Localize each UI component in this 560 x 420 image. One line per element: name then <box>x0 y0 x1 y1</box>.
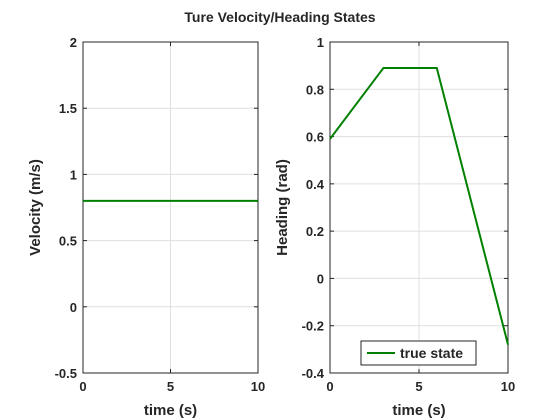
heading-series-line-0 <box>329 67 509 345</box>
figure-title: Ture Velocity/Heading States <box>184 9 375 25</box>
heading-ytick-label-0: -0.4 <box>302 366 325 381</box>
velocity-ytick-label-5: 2 <box>70 35 77 50</box>
heading-ytick-label-7: 1 <box>317 35 324 50</box>
heading-xtick-label-0: 0 <box>326 379 333 394</box>
velocity-xlabel: time (s) <box>144 402 197 419</box>
velocity-ytick-label-1: 0 <box>70 300 77 315</box>
heading-ytick-label-4: 0.4 <box>306 177 325 192</box>
heading-legend-label: true state <box>400 345 463 361</box>
heading-ytick-label-2: 0 <box>317 271 324 286</box>
heading-ytick-label-1: -0.2 <box>302 319 324 334</box>
velocity-ytick-label-3: 1 <box>70 167 77 182</box>
velocity-ylabel: Velocity (m/s) <box>27 159 44 256</box>
heading-xlabel: time (s) <box>392 402 445 419</box>
velocity-xtick-label-0: 0 <box>79 379 86 394</box>
heading-xtick-label-2: 10 <box>501 379 515 394</box>
velocity-ytick-label-2: 0.5 <box>59 234 77 249</box>
velocity-xtick-label-1: 5 <box>167 379 174 394</box>
velocity-xtick-label-2: 10 <box>251 379 265 394</box>
velocity-ytick-label-4: 1.5 <box>59 101 77 116</box>
heading-xtick-label-1: 5 <box>415 379 422 394</box>
heading-ytick-label-3: 0.2 <box>306 224 324 239</box>
heading-ytick-label-5: 0.6 <box>306 130 324 145</box>
heading-axes: 0 5 10 -0.4 -0.2 0 0.2 0.4 0.6 0.8 1 time (s) Headin… <box>274 35 515 419</box>
velocity-ytick-label-0: -0.5 <box>55 366 77 381</box>
heading-ytick-label-6: 0.8 <box>306 82 324 97</box>
heading-ylabel: Heading (rad) <box>274 159 291 256</box>
